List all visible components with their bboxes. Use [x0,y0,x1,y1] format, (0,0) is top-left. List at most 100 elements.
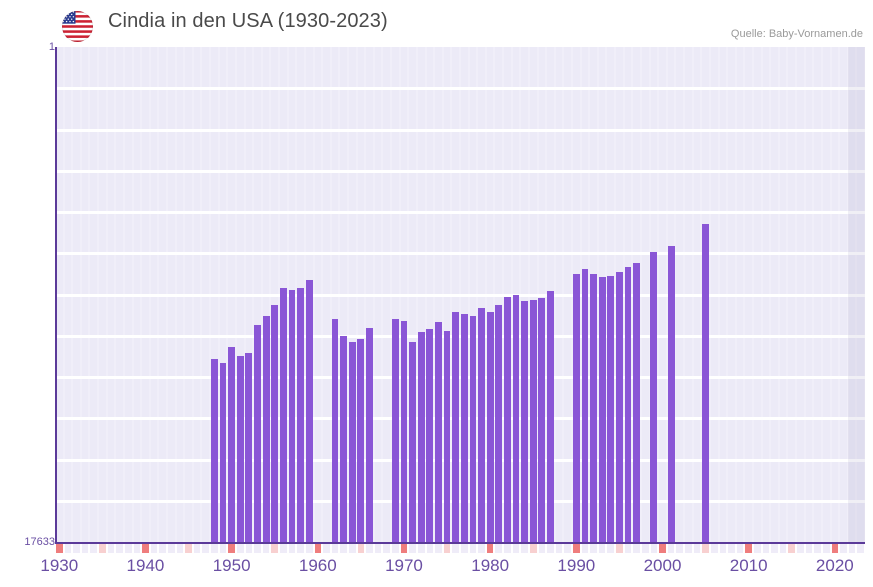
bar[interactable] [495,305,503,542]
bar[interactable] [538,298,546,542]
bar[interactable] [288,289,296,542]
ribbon-cell [150,544,158,553]
ribbon-cell [745,544,752,553]
ribbon-cell [254,544,261,553]
ribbon-cell [719,544,727,553]
ribbon-cell [193,544,201,553]
bar[interactable] [305,280,313,542]
bar[interactable] [435,322,442,542]
source-label: Quelle: Baby-Vornamen.de [730,28,863,40]
ribbon-cell [736,544,744,553]
x-axis-line [55,542,865,544]
bar[interactable] [228,347,236,542]
bar[interactable] [211,358,218,542]
x-tick-label-1950: 1950 [212,556,251,575]
bar[interactable] [262,316,270,542]
bar[interactable] [547,291,554,542]
bar[interactable] [521,301,529,542]
ribbon-cell [56,544,63,553]
bar[interactable] [452,312,460,542]
bar[interactable] [297,288,304,542]
bar[interactable] [391,319,399,542]
bar[interactable] [702,223,709,542]
bar[interactable] [409,341,416,542]
bar[interactable] [219,362,227,542]
bar[interactable] [443,330,451,542]
page-title: Cindia in den USA (1930-2023) [108,10,388,32]
bar[interactable] [417,331,425,542]
ribbon-cell [469,544,477,553]
ribbon-cell [814,544,821,553]
x-tick-label-2010: 2010 [729,556,768,575]
x-tick-label-2020: 2020 [815,556,854,575]
bar[interactable] [460,313,468,542]
ribbon-cell [547,544,554,553]
ribbon-cell [710,544,718,553]
ribbon-cell [452,544,459,553]
bar[interactable] [348,341,356,542]
bar[interactable] [590,274,597,542]
gridline-horizontal-minor [55,170,865,173]
bar[interactable] [469,316,477,542]
bar[interactable] [236,355,244,542]
chart-header: Cindia in den USA (1930-2023) Quelle: Ba… [0,0,873,47]
bar[interactable] [572,274,580,542]
bar[interactable] [366,327,373,542]
ribbon-cell [521,544,528,553]
bar[interactable] [633,263,641,542]
ribbon-cell [650,544,658,553]
ribbon-cell [392,544,399,553]
plot-area [55,47,865,542]
bar[interactable] [279,288,287,542]
bar-series [55,47,865,542]
ribbon-cell [495,544,503,553]
bar[interactable] [581,268,589,542]
bar[interactable] [650,251,658,542]
bar[interactable] [254,324,261,542]
bar[interactable] [271,305,279,542]
bar[interactable] [331,319,339,542]
ribbon-cell [779,544,787,553]
bar[interactable] [616,271,623,542]
bar[interactable] [357,338,365,542]
ribbon-cell [383,544,391,553]
x-axis-ribbon [55,544,865,553]
ribbon-cell [348,544,356,553]
horizontal-gridlines [55,47,865,542]
y-tick-top: 1 [48,41,55,53]
bar[interactable] [486,312,494,542]
bar[interactable] [512,295,520,542]
bar[interactable] [529,299,537,542]
bar[interactable] [340,336,348,542]
ribbon-cell [616,544,623,553]
bar[interactable] [503,296,511,542]
ribbon-cell [323,544,330,553]
bar[interactable] [598,277,606,542]
ribbon-cell [107,544,115,553]
bar[interactable] [400,320,408,542]
bar[interactable] [245,352,253,542]
ribbon-cell [685,544,692,553]
ribbon-cell [262,544,270,553]
ribbon-cell [374,544,382,553]
bar[interactable] [624,267,632,542]
x-tick-label-2000: 2000 [643,556,682,575]
ribbon-cell [426,544,434,553]
ribbon-cell [245,544,253,553]
x-tick-label-1930: 1930 [40,556,79,575]
gridline-horizontal-minor [55,459,865,462]
bar[interactable] [426,329,434,542]
gridline-horizontal-minor [55,500,865,503]
ribbon-cell [133,544,141,553]
ribbon-cell [271,544,279,553]
bar[interactable] [478,308,485,542]
ribbon-cell [417,544,425,553]
ribbon-cell [538,544,546,553]
ribbon-cell [159,544,166,553]
ribbon-cell [124,544,132,553]
ribbon-cell [99,544,106,553]
ribbon-cell [702,544,709,553]
bar[interactable] [607,275,615,542]
bar[interactable] [667,246,675,542]
ribbon-cell [840,544,847,553]
